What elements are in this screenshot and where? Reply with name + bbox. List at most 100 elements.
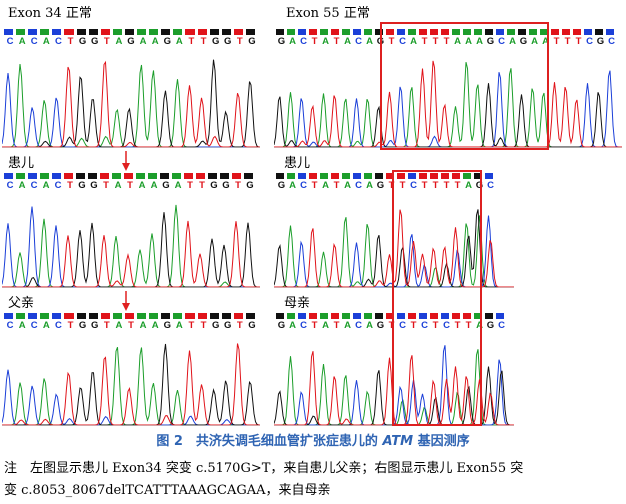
- trace-A: [2, 64, 260, 148]
- base-quality-bar: [276, 171, 496, 179]
- base-call-letter: A: [175, 320, 183, 331]
- base-quality-box: [485, 313, 493, 319]
- base-quality-box: [353, 313, 361, 319]
- base-quality-box: [100, 313, 110, 319]
- base-quality-box: [496, 313, 504, 319]
- panel-label-father: 父亲: [8, 296, 35, 311]
- base-call-letter: G: [248, 320, 256, 331]
- base-quality-box: [375, 29, 383, 35]
- base-quality-box: [88, 29, 98, 35]
- base-quality-box: [287, 29, 295, 35]
- base-call-letter: T: [443, 36, 450, 47]
- base-quality-box: [88, 173, 97, 179]
- base-quality-box: [309, 173, 317, 179]
- base-quality-box: [209, 29, 219, 35]
- base-quality-box: [342, 313, 350, 319]
- trace-G: [2, 59, 260, 148]
- base-call-letter: A: [476, 320, 483, 331]
- base-call-letter: A: [42, 320, 50, 331]
- base-call-letter: G: [248, 36, 256, 47]
- base-call-letter: G: [596, 36, 605, 47]
- panel-label-left-patient: 患儿: [8, 156, 35, 171]
- base-quality-box: [197, 29, 207, 35]
- base-call-letter: A: [139, 36, 147, 47]
- base-call-letter: A: [18, 36, 26, 47]
- base-call-letter: C: [30, 320, 38, 331]
- base-call-letter: A: [115, 36, 123, 47]
- base-call-letter: T: [421, 180, 428, 191]
- base-quality-box: [353, 173, 361, 179]
- base-call-letter: A: [322, 320, 329, 331]
- base-call-letter: T: [103, 36, 110, 47]
- base-quality-box: [40, 313, 50, 319]
- base-call-letter: C: [608, 36, 615, 47]
- panel-label-exon34-normal: Exon 34 正常: [8, 6, 92, 21]
- base-quality-box: [408, 173, 416, 179]
- note-line-1: 注 左图显示患儿 Exon34 突变 c.5170G>T，来自患儿父亲；右图显示…: [4, 461, 524, 476]
- base-quality-box: [463, 173, 471, 179]
- base-quality-box: [28, 313, 38, 319]
- base-quality-box: [233, 29, 243, 35]
- base-quality-box: [221, 313, 231, 319]
- base-quality-box: [419, 313, 427, 319]
- base-call-letter: C: [30, 180, 38, 191]
- note-line-2: 变 c.8053_8067delTCATTTAAAGCAGAA，来自母亲: [4, 483, 331, 498]
- base-call-letter: A: [114, 180, 122, 191]
- base-call-letter: G: [78, 36, 87, 47]
- base-quality-box: [430, 173, 438, 179]
- base-quality-box: [375, 173, 383, 179]
- base-quality-box: [364, 173, 372, 179]
- base-quality-box: [298, 29, 306, 35]
- base-quality-bar: [276, 311, 507, 319]
- base-quality-box: [342, 173, 350, 179]
- trace-T: [2, 60, 260, 148]
- base-call-letter: C: [421, 320, 428, 331]
- base-call-letter: T: [200, 320, 207, 331]
- base-quality-box: [276, 173, 284, 179]
- base-quality-box: [209, 313, 219, 319]
- base-quality-box: [137, 29, 147, 35]
- base-call-letter: G: [224, 36, 232, 47]
- base-call-letter: A: [18, 180, 26, 191]
- base-call-letter: A: [366, 180, 373, 191]
- base-call-letter: T: [188, 36, 195, 47]
- base-quality-box: [276, 313, 284, 319]
- base-call-letter: T: [333, 36, 340, 47]
- base-call-letter: A: [410, 36, 417, 47]
- base-quality-box: [124, 29, 135, 35]
- deletion-box-exon55-normal: [380, 22, 549, 150]
- base-quality-box: [441, 173, 449, 179]
- base-quality-box: [245, 313, 255, 319]
- base-quality-box: [397, 313, 405, 319]
- base-quality-box: [364, 29, 372, 35]
- base-call-letter: T: [432, 320, 439, 331]
- base-call-letter: C: [355, 36, 362, 47]
- base-call-letter: C: [6, 320, 14, 331]
- base-quality-box: [331, 313, 339, 319]
- base-call-letter: A: [454, 36, 461, 47]
- base-quality-box: [540, 29, 548, 35]
- base-call-letter: A: [366, 320, 373, 331]
- base-call-letter: T: [128, 320, 134, 331]
- base-quality-box: [28, 173, 37, 179]
- base-call-letter: T: [333, 180, 340, 191]
- trace-G: [2, 212, 260, 288]
- base-call-letter: G: [486, 36, 495, 47]
- base-call-letter: G: [162, 180, 170, 191]
- base-call-letter: G: [486, 320, 495, 331]
- base-call-letter: G: [211, 320, 220, 331]
- base-quality-box: [430, 29, 438, 35]
- base-quality-box: [463, 29, 471, 35]
- base-quality-box: [76, 173, 85, 179]
- base-quality-box: [408, 313, 416, 319]
- base-call-letter: A: [289, 36, 296, 47]
- base-call-letter: C: [498, 320, 505, 331]
- base-call-letter: A: [139, 320, 147, 331]
- base-call-letter: A: [289, 320, 296, 331]
- base-quality-box: [173, 29, 183, 35]
- base-call-letter: G: [90, 180, 98, 191]
- base-quality-box: [386, 173, 394, 179]
- chromatogram-right-patient: [274, 192, 514, 288]
